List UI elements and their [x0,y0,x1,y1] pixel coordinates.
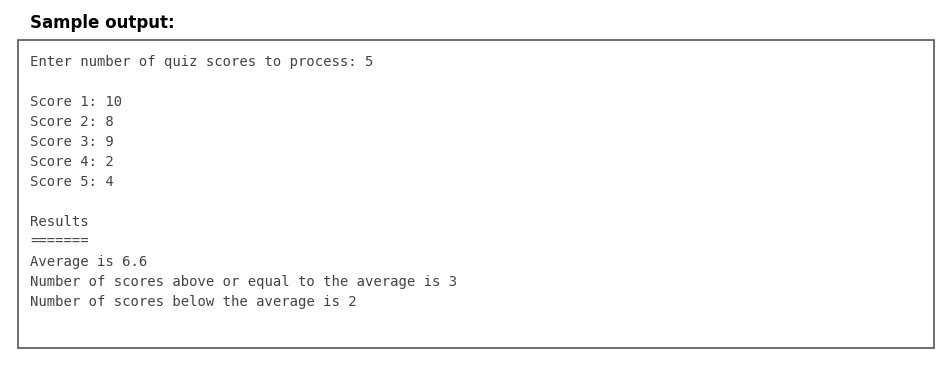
Text: Score 4: 2: Score 4: 2 [30,155,113,169]
Text: Score 3: 9: Score 3: 9 [30,135,113,149]
Text: Score 1: 10: Score 1: 10 [30,95,122,109]
Text: Average is 6.6: Average is 6.6 [30,255,148,269]
Text: Sample output:: Sample output: [30,14,174,32]
Text: Number of scores above or equal to the average is 3: Number of scores above or equal to the a… [30,275,457,289]
Text: =======: ======= [30,235,89,249]
Text: Score 2: 8: Score 2: 8 [30,115,113,129]
Text: Results: Results [30,215,89,229]
Bar [18,40,934,348]
Text: Score 5: 4: Score 5: 4 [30,175,113,189]
Text: Number of scores below the average is 2: Number of scores below the average is 2 [30,295,357,309]
Text: Enter number of quiz scores to process: 5: Enter number of quiz scores to process: … [30,55,373,69]
